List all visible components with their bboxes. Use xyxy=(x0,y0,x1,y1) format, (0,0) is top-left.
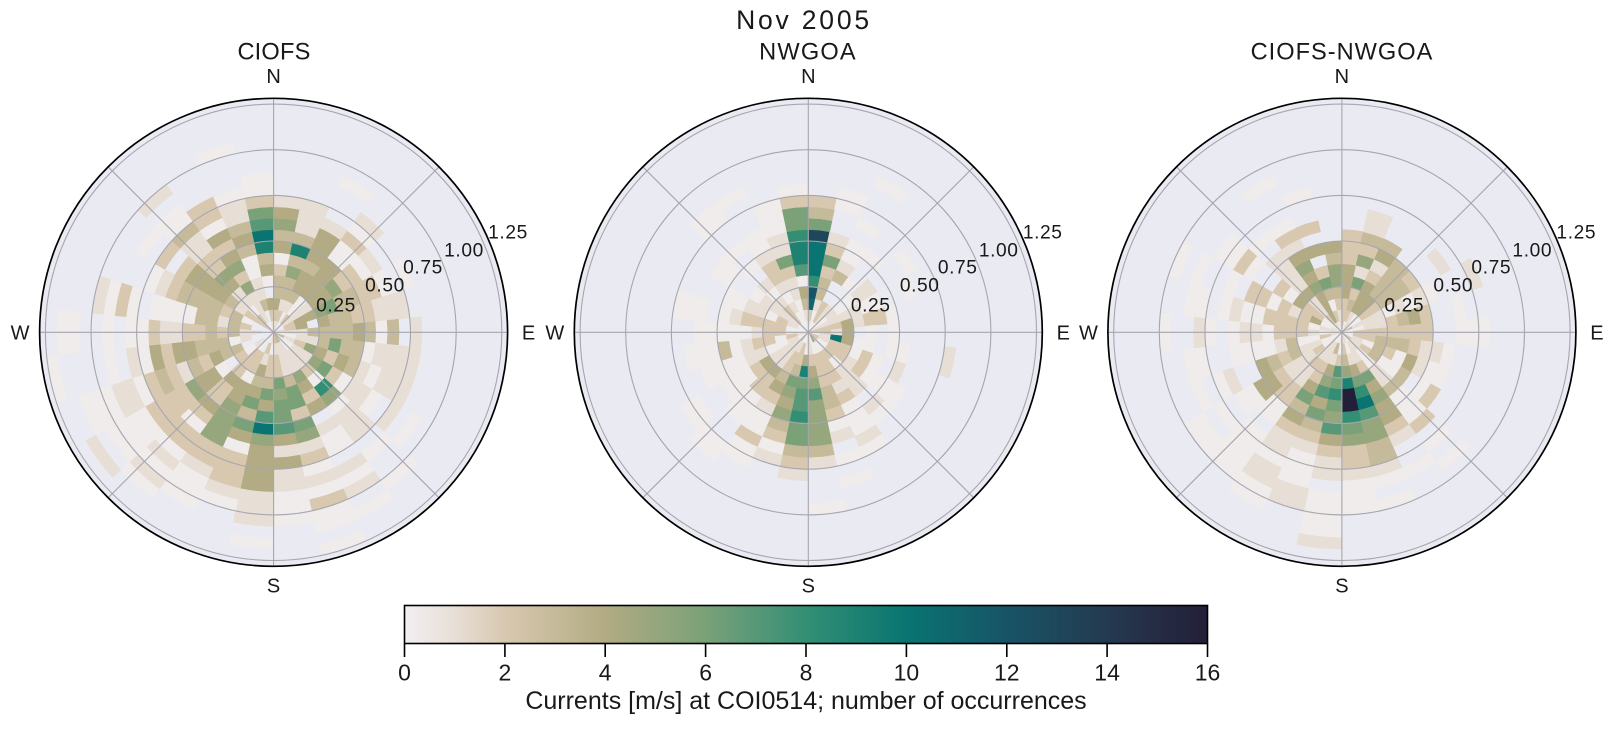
svg-text:E: E xyxy=(1590,322,1603,344)
svg-text:NWGOA: NWGOA xyxy=(759,40,857,66)
svg-text:2: 2 xyxy=(499,660,512,686)
svg-text:N: N xyxy=(801,66,815,88)
svg-text:0.50: 0.50 xyxy=(1433,276,1473,297)
svg-text:8: 8 xyxy=(800,660,813,686)
svg-text:1.00: 1.00 xyxy=(444,241,484,262)
svg-text:1.25: 1.25 xyxy=(1556,223,1596,244)
svg-text:10: 10 xyxy=(894,660,920,686)
svg-text:0.75: 0.75 xyxy=(1471,258,1511,279)
svg-text:Currents [m/s] at COI0514; num: Currents [m/s] at COI0514; number of occ… xyxy=(525,687,1086,715)
svg-text:W: W xyxy=(1079,322,1098,344)
svg-text:1.25: 1.25 xyxy=(488,223,528,244)
svg-text:E: E xyxy=(522,322,535,344)
svg-text:CIOFS-NWGOA: CIOFS-NWGOA xyxy=(1251,40,1434,66)
svg-text:0.25: 0.25 xyxy=(316,296,356,317)
svg-text:0.25: 0.25 xyxy=(1384,296,1424,317)
svg-text:14: 14 xyxy=(1094,660,1120,686)
svg-text:N: N xyxy=(1335,66,1349,88)
svg-text:W: W xyxy=(11,322,30,344)
svg-text:1.00: 1.00 xyxy=(979,241,1019,262)
svg-text:Nov 2005: Nov 2005 xyxy=(736,5,872,35)
svg-text:S: S xyxy=(267,576,280,598)
svg-text:S: S xyxy=(1335,576,1348,598)
svg-text:0.75: 0.75 xyxy=(403,258,443,279)
svg-text:0.25: 0.25 xyxy=(851,296,891,317)
svg-text:4: 4 xyxy=(599,660,612,686)
svg-text:1.00: 1.00 xyxy=(1512,241,1552,262)
svg-text:6: 6 xyxy=(699,660,712,686)
svg-text:S: S xyxy=(802,576,815,598)
svg-text:0.50: 0.50 xyxy=(365,276,405,297)
svg-text:0.75: 0.75 xyxy=(938,258,978,279)
svg-text:0: 0 xyxy=(398,660,411,686)
svg-text:N: N xyxy=(266,66,280,88)
svg-text:E: E xyxy=(1057,322,1070,344)
svg-text:0.50: 0.50 xyxy=(900,276,940,297)
svg-text:W: W xyxy=(545,322,564,344)
svg-text:1.25: 1.25 xyxy=(1023,223,1063,244)
svg-text:CIOFS: CIOFS xyxy=(237,40,310,66)
svg-text:16: 16 xyxy=(1195,660,1221,686)
svg-text:12: 12 xyxy=(994,660,1020,686)
